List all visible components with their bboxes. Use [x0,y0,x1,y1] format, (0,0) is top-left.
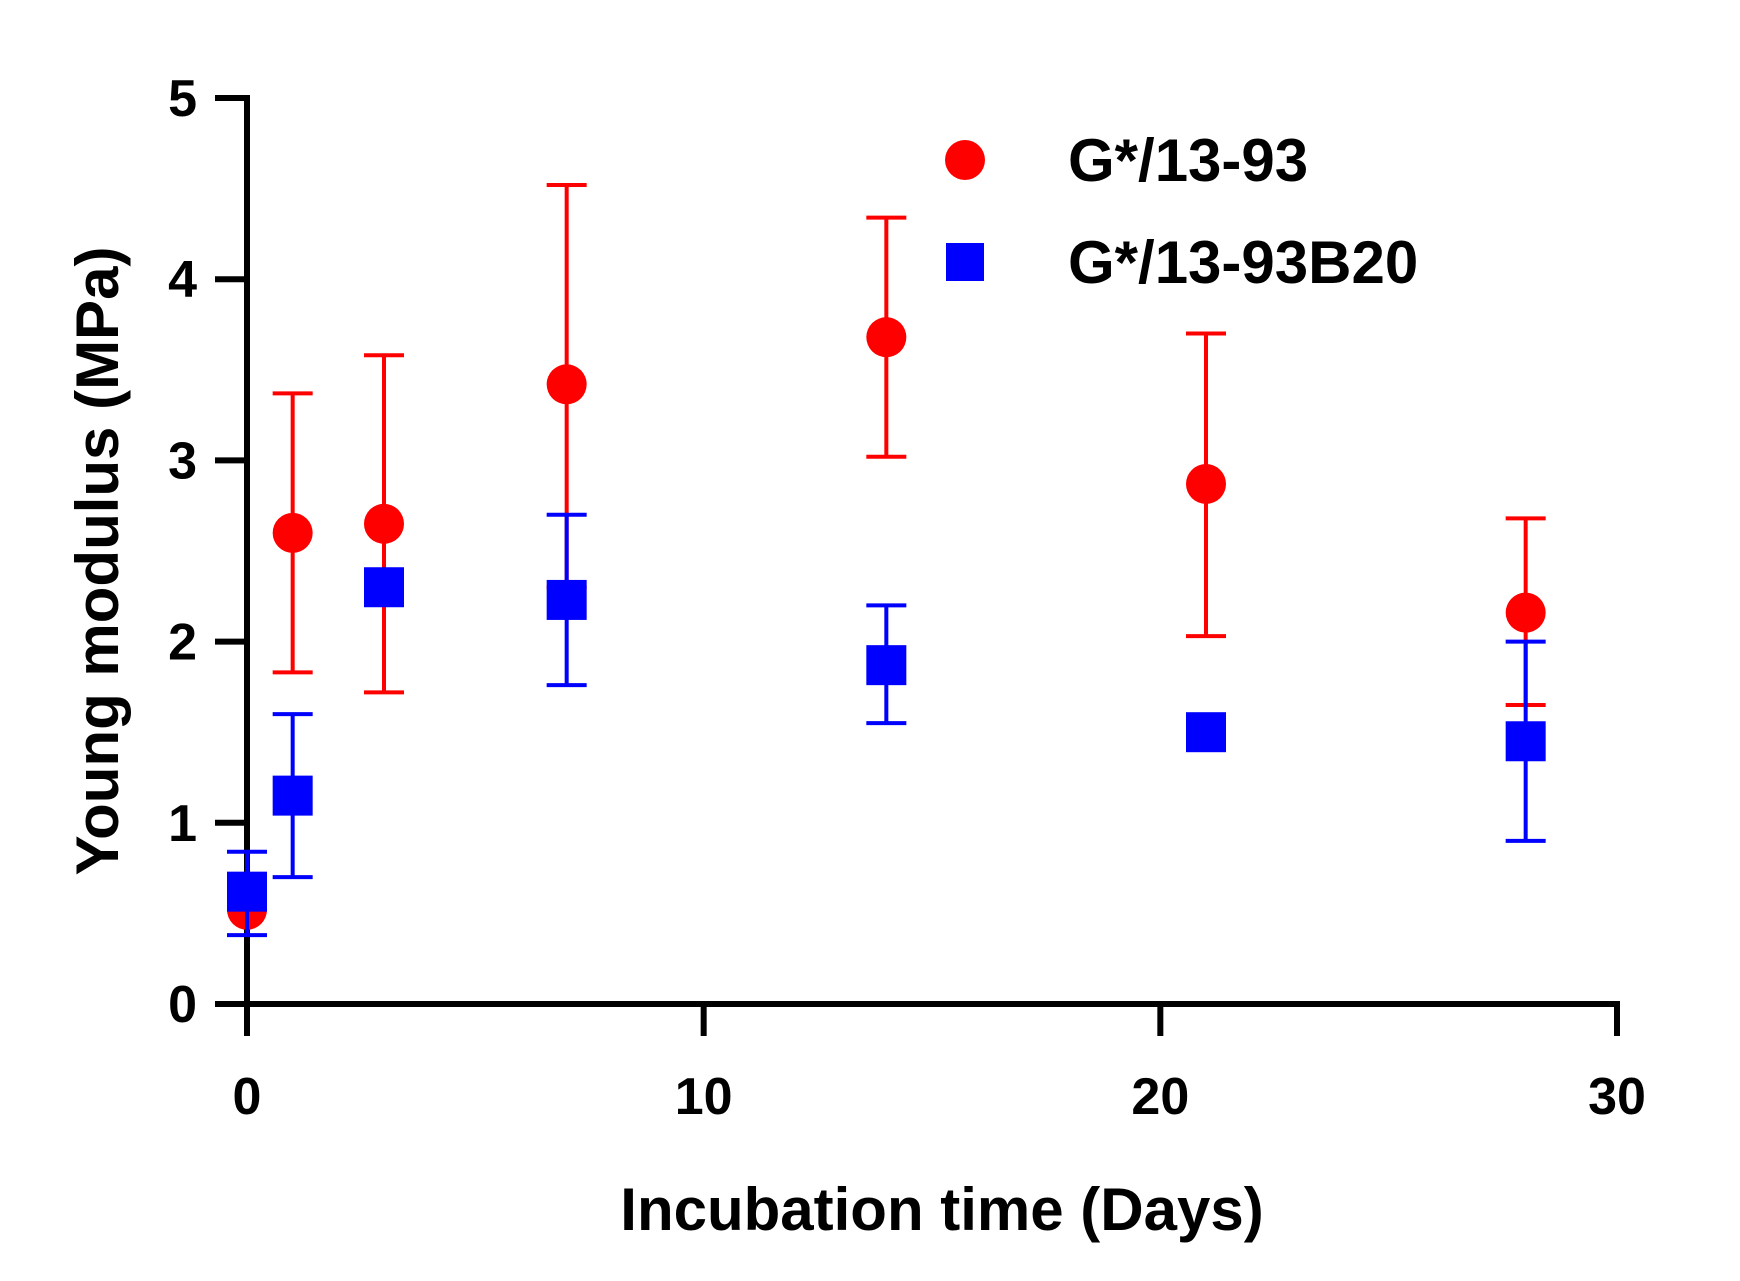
data-point [546,579,587,620]
legend-marker-circle [945,140,985,180]
legend-label: G*/13-93 [1068,127,1308,194]
y-tick-label: 3 [168,432,197,490]
x-tick-label: 0 [233,1068,262,1126]
data-point [364,567,404,608]
x-tick-label: 30 [1588,1068,1646,1126]
y-tick-label: 5 [168,70,197,128]
legend: G*/13-93 G*/13-93B20 [945,127,1418,296]
data-point [866,317,907,358]
series-g-13-93b20 [227,512,1546,938]
series-g-13-93 [227,182,1546,930]
y-axis-title: Young modulus (MPa) [64,247,131,876]
data-point [1186,463,1226,504]
axes: 0 10 20 30 0 1 2 3 4 5 [168,70,1646,1126]
x-tick-label: 10 [675,1068,733,1126]
y-tick-label: 0 [168,976,197,1034]
data-point [364,503,404,544]
data-point [227,871,267,912]
y-tick-label: 4 [168,251,197,309]
legend-marker-square [946,243,984,281]
data-point [1186,712,1226,753]
y-tick-label: 2 [168,614,197,672]
data-point [1505,721,1546,762]
series-layer [227,182,1546,938]
data-point [1505,592,1546,633]
x-axis-title: Incubation time (Days) [620,1176,1263,1243]
y-tick-label: 1 [168,795,197,853]
data-point [272,512,313,553]
x-tick-label: 20 [1131,1068,1189,1126]
data-point [546,364,587,405]
data-point [866,645,907,686]
legend-label: G*/13-93B20 [1068,229,1418,296]
data-point [272,775,313,816]
